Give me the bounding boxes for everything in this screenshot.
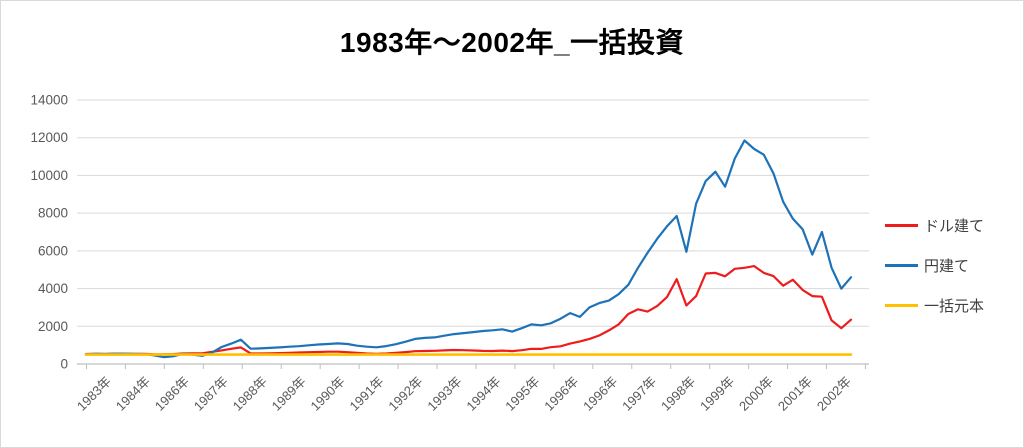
y-axis-tick-label: 6000 bbox=[38, 243, 68, 258]
legend-line-swatch-usd bbox=[885, 223, 918, 227]
x-axis-tick-label: 1997年 bbox=[619, 374, 659, 414]
y-axis-tick-label: 10000 bbox=[30, 168, 68, 183]
legend-item-principal: 一括元本 bbox=[885, 294, 984, 316]
x-axis-tick-label: 2000年 bbox=[736, 374, 776, 414]
x-axis-tick-label: 1993年 bbox=[424, 374, 464, 414]
legend-line-swatch-principal bbox=[885, 303, 918, 307]
y-axis-tick-label: 14000 bbox=[30, 93, 68, 108]
x-axis-tick-label: 1998年 bbox=[658, 374, 698, 414]
x-axis-tick-label: 1994年 bbox=[463, 374, 503, 414]
legend-item-jpy: 円建て bbox=[885, 254, 984, 276]
x-axis-tick-label: 1986年 bbox=[152, 374, 192, 414]
legend: ドル建て円建て一括元本 bbox=[885, 214, 984, 334]
y-axis-tick-label: 0 bbox=[60, 357, 68, 372]
x-axis-tick-label: 1991年 bbox=[347, 374, 387, 414]
legend-label-jpy: 円建て bbox=[924, 257, 970, 275]
x-axis-tick-label: 1995年 bbox=[502, 374, 542, 414]
x-axis-tick-label: 1996年 bbox=[580, 374, 620, 414]
y-axis-tick-label: 4000 bbox=[38, 281, 68, 296]
x-axis-tick-label: 1984年 bbox=[113, 374, 153, 414]
x-axis-tick-label: 1990年 bbox=[308, 374, 348, 414]
x-axis-tick-label: 1999年 bbox=[697, 374, 737, 414]
y-axis-tick-label: 12000 bbox=[30, 130, 68, 145]
x-axis-tick-label: 1983年 bbox=[74, 374, 114, 414]
x-axis-tick-label: 2001年 bbox=[775, 374, 815, 414]
legend-label-principal: 一括元本 bbox=[924, 297, 985, 315]
series-line-jpy bbox=[84, 139, 853, 359]
x-axis-tick-label: 1989年 bbox=[269, 374, 309, 414]
legend-line-swatch-jpy bbox=[885, 263, 918, 267]
x-axis-tick-label: 1996年 bbox=[541, 374, 581, 414]
x-axis-tick-label: 1988年 bbox=[230, 374, 270, 414]
y-axis-tick-label: 2000 bbox=[38, 319, 68, 334]
y-axis-tick-label: 8000 bbox=[38, 206, 68, 221]
x-axis-tick-label: 1992年 bbox=[385, 374, 425, 414]
x-axis-tick-label: 2002年 bbox=[814, 374, 854, 414]
series-line-usd bbox=[84, 265, 853, 356]
legend-item-usd: ドル建て bbox=[885, 214, 984, 236]
x-axis-tick-label: 1987年 bbox=[191, 374, 231, 414]
legend-label-usd: ドル建て bbox=[924, 217, 985, 235]
chart-title: 1983年～2002年_一括投資 bbox=[339, 27, 685, 58]
